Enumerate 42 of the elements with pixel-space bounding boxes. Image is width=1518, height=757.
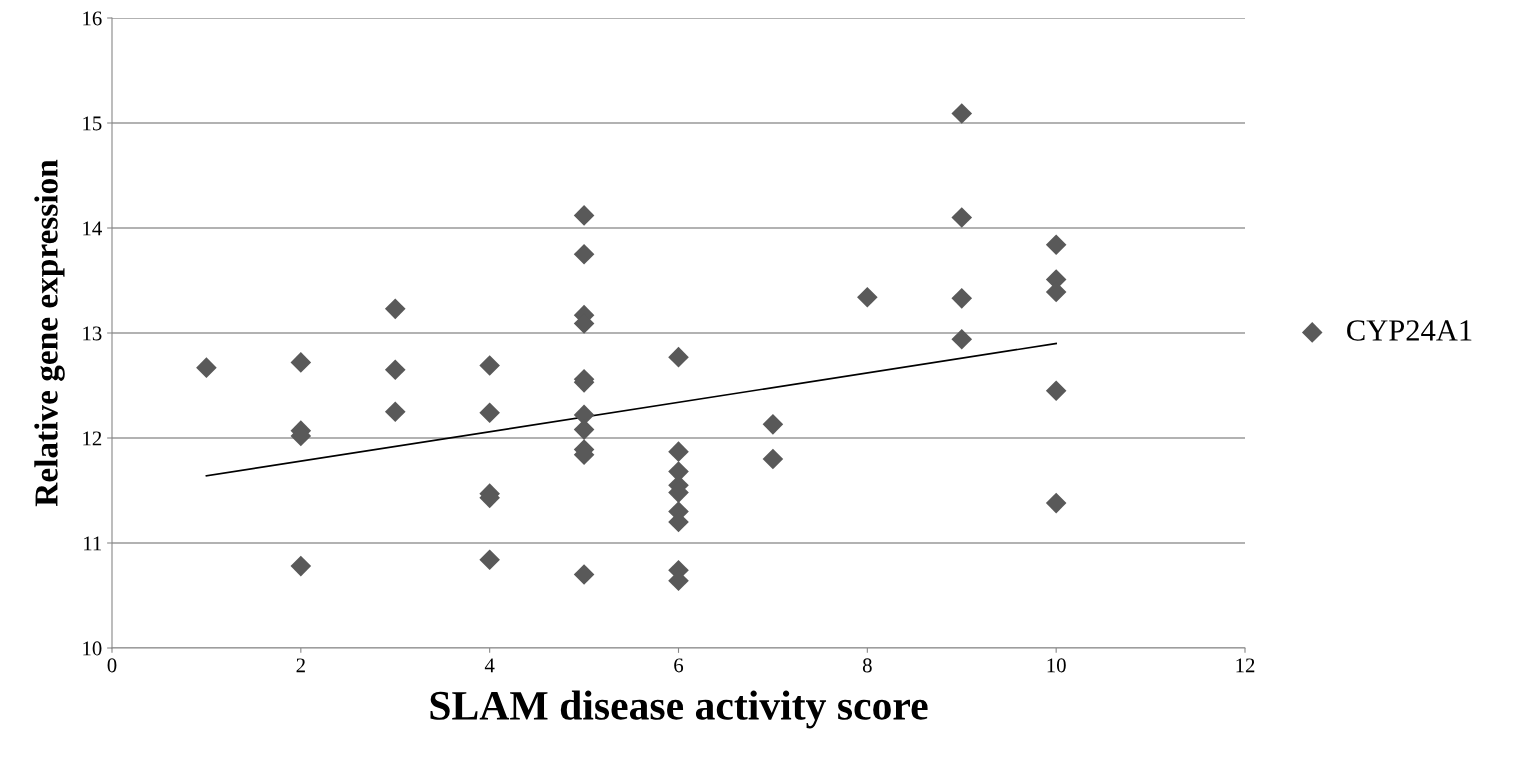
y-tick-label: 13 — [83, 326, 102, 341]
point — [1045, 492, 1067, 514]
point — [479, 402, 500, 424]
point — [668, 346, 689, 368]
point — [1045, 234, 1067, 256]
point — [196, 357, 217, 378]
y-tick-label: 10 — [83, 641, 102, 656]
point — [668, 441, 689, 462]
y-tick-label: 11 — [84, 536, 102, 551]
x-tick-label: 6 — [674, 658, 684, 673]
y-tick-label: 15 — [83, 116, 102, 131]
point — [951, 103, 973, 124]
point — [573, 419, 595, 440]
point — [857, 287, 878, 308]
x-tick-label: 2 — [296, 658, 305, 673]
point — [573, 243, 595, 265]
point — [479, 355, 500, 376]
point — [951, 329, 973, 350]
point — [951, 288, 973, 309]
legend-label: CYP24A1 — [1347, 320, 1472, 341]
x-tick-label: 0 — [107, 658, 117, 673]
x-tick-label: 4 — [484, 658, 495, 673]
x-tick-label: 8 — [862, 658, 872, 673]
y-tick-label: 16 — [83, 11, 102, 26]
x-tick-label: 10 — [1047, 658, 1066, 673]
point — [1045, 380, 1067, 402]
point — [384, 401, 406, 423]
point — [384, 298, 406, 320]
point — [762, 448, 784, 470]
point — [951, 207, 973, 228]
x-tick-label: 12 — [1236, 658, 1255, 673]
point — [384, 359, 406, 381]
y-tick-label: 12 — [83, 431, 102, 446]
point — [479, 549, 500, 571]
point — [762, 414, 784, 435]
y-axis-title: Relative gene expression — [34, 159, 65, 507]
point — [290, 352, 312, 373]
point — [573, 205, 595, 226]
x-axis-title: SLAM disease activity score — [430, 690, 928, 729]
point — [290, 555, 312, 577]
y-tick-label: 14 — [83, 221, 102, 236]
point — [573, 564, 595, 585]
